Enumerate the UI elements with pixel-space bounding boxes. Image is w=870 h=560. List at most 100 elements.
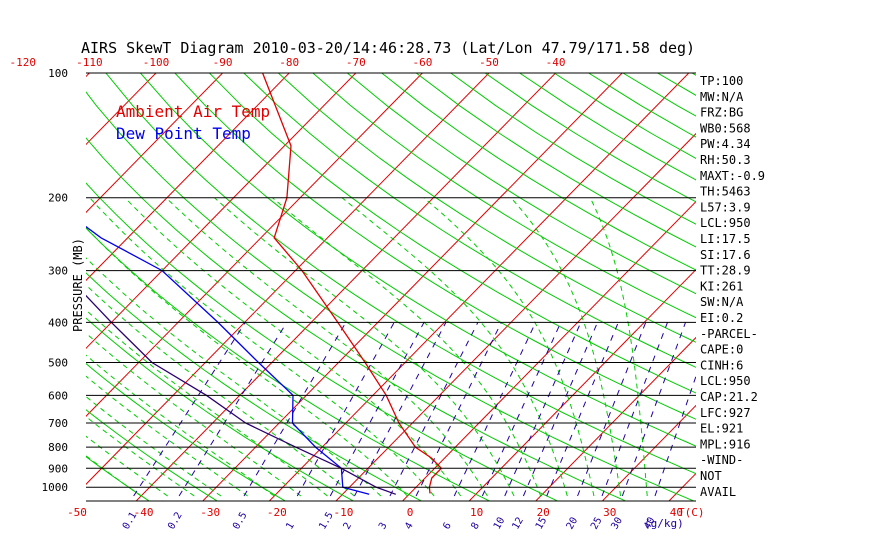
mixing-ratio-label: 0.2 xyxy=(166,510,185,531)
moist-adiabat-line xyxy=(124,197,462,497)
top-temperature-labels: -120 -110 -100 -90 -80 -70 -60 -50 -40 xyxy=(10,56,566,69)
mixing-ratio-line xyxy=(453,322,537,497)
mixing-ratio-label: 15 xyxy=(534,516,550,532)
dry-adiabat-line xyxy=(346,73,696,295)
index-item: MAXT:-0.9 xyxy=(700,169,765,183)
top-temperature-label: -40 xyxy=(546,56,566,69)
moist-adiabat-line xyxy=(510,197,622,497)
index-item: -WIND- xyxy=(700,453,743,467)
mixing-ratio-line xyxy=(601,322,668,497)
bottom-temperature-label: 30 xyxy=(603,506,616,519)
mixing-ratio-label: 25 xyxy=(589,516,605,532)
mixing-ratio-unit-label: (g/kg) xyxy=(644,517,684,530)
top-temperature-label: -50 xyxy=(479,56,499,69)
moist-adiabat-line xyxy=(86,227,408,497)
pressure-tick-label: 700 xyxy=(48,417,68,430)
top-temperature-label: -80 xyxy=(279,56,299,69)
moist-adiabat-line xyxy=(86,395,222,497)
index-item: TP:100 xyxy=(700,74,743,88)
mixing-ratio-label: 8 xyxy=(469,521,482,532)
bottom-temperature-label: -30 xyxy=(200,506,220,519)
pressure-tick-label: 900 xyxy=(48,462,68,475)
isotherm-line xyxy=(668,472,696,501)
moist-adiabat-line xyxy=(86,284,355,497)
dry-adiabat-line xyxy=(86,317,355,501)
mixing-ratio-line xyxy=(354,322,447,497)
moist-adiabat-lines xyxy=(86,197,648,497)
dry-adiabat-line xyxy=(174,73,696,420)
top-temperature-label: -60 xyxy=(412,56,432,69)
pressure-tick-label: 100 xyxy=(48,67,68,80)
legend: Ambient Air Temp Dew Point Temp xyxy=(116,102,270,143)
index-item: PW:4.34 xyxy=(700,137,751,151)
dry-adiabat-line xyxy=(312,73,696,319)
mixing-ratio-line xyxy=(504,322,582,497)
dry-adiabat-line xyxy=(86,137,627,501)
mixing-ratio-line xyxy=(415,322,502,497)
index-item: LFC:927 xyxy=(700,406,751,420)
top-temperature-label: -100 xyxy=(143,56,170,69)
moist-adiabat-line xyxy=(165,197,488,497)
isotherm-line xyxy=(732,33,870,505)
dry-adiabat-line xyxy=(0,33,17,505)
bottom-temperature-label: -40 xyxy=(134,506,154,519)
y-axis-label: PRESSURE (MB) xyxy=(71,238,85,332)
mixing-ratio-line xyxy=(522,322,598,497)
mixing-ratio-line xyxy=(243,322,347,497)
bottom-temperature-label: -20 xyxy=(267,506,287,519)
plot-frame xyxy=(86,72,696,502)
index-item: LCL:950 xyxy=(700,374,751,388)
isotherm-line xyxy=(86,73,424,417)
chart-title: AIRS SkewT Diagram 2010-03-20/14:46:28.7… xyxy=(81,39,695,57)
index-item: LI:17.5 xyxy=(700,232,751,246)
moist-adiabat-line xyxy=(86,354,275,497)
index-item: AVAIL xyxy=(700,485,736,499)
index-item: WB0:568 xyxy=(700,121,751,135)
isotherm-line xyxy=(86,73,224,214)
mixing-ratio-line xyxy=(481,322,562,497)
isotherm-line xyxy=(268,73,690,501)
dry-adiabat-line xyxy=(86,91,695,501)
pressure-tick-labels: 100 200 300 400 500 600 700 800 900 1000 xyxy=(42,67,69,494)
index-item: SI:17.6 xyxy=(700,248,751,262)
index-item: MW:N/A xyxy=(700,90,744,104)
dry-adiabat-line xyxy=(208,73,696,394)
mixing-ratio-line xyxy=(133,322,246,497)
index-item: CINH:6 xyxy=(700,358,743,372)
top-temperature-label: -70 xyxy=(346,56,366,69)
index-item: NOT xyxy=(700,469,722,483)
mixing-ratio-label: 12 xyxy=(510,516,526,532)
top-temperature-label: -90 xyxy=(213,56,233,69)
index-item: -PARCEL- xyxy=(700,327,758,341)
legend-dew-point-temp: Dew Point Temp xyxy=(116,124,251,143)
dry-adiabat-line xyxy=(86,362,287,501)
dry-adiabat-line xyxy=(553,73,696,160)
index-item: CAP:21.2 xyxy=(700,390,758,404)
pressure-tick-label: 300 xyxy=(48,265,68,278)
index-item: EL:921 xyxy=(700,422,743,436)
mixing-ratio-line xyxy=(296,322,395,497)
pressure-tick-label: 200 xyxy=(48,192,68,205)
pressure-tick-label: 1000 xyxy=(42,481,69,494)
x-axis-unit-label: T(C) xyxy=(678,506,705,519)
dry-adiabat-line xyxy=(380,73,696,271)
index-item: LCL:950 xyxy=(700,216,751,230)
mixing-ratio-line xyxy=(546,322,619,497)
mixing-ratio-label: 3 xyxy=(377,521,390,532)
moist-adiabat-line xyxy=(214,197,515,497)
mixing-ratio-line xyxy=(389,322,479,497)
isotherm-line xyxy=(799,33,870,505)
dry-adiabat-line xyxy=(86,409,219,501)
legend-ambient-air-temp: Ambient Air Temp xyxy=(116,102,270,121)
isotherm-line xyxy=(601,404,696,501)
moist-adiabat-line xyxy=(589,197,648,497)
moist-adiabat-line xyxy=(86,309,328,497)
mixing-ratio-label: 30 xyxy=(609,516,625,532)
dry-adiabat-line xyxy=(86,272,423,501)
dry-adiabat-line xyxy=(277,73,696,343)
index-item: KI:261 xyxy=(700,279,743,293)
index-item: RH:50.3 xyxy=(700,153,751,167)
mixing-ratio-label: 0.5 xyxy=(231,510,250,531)
